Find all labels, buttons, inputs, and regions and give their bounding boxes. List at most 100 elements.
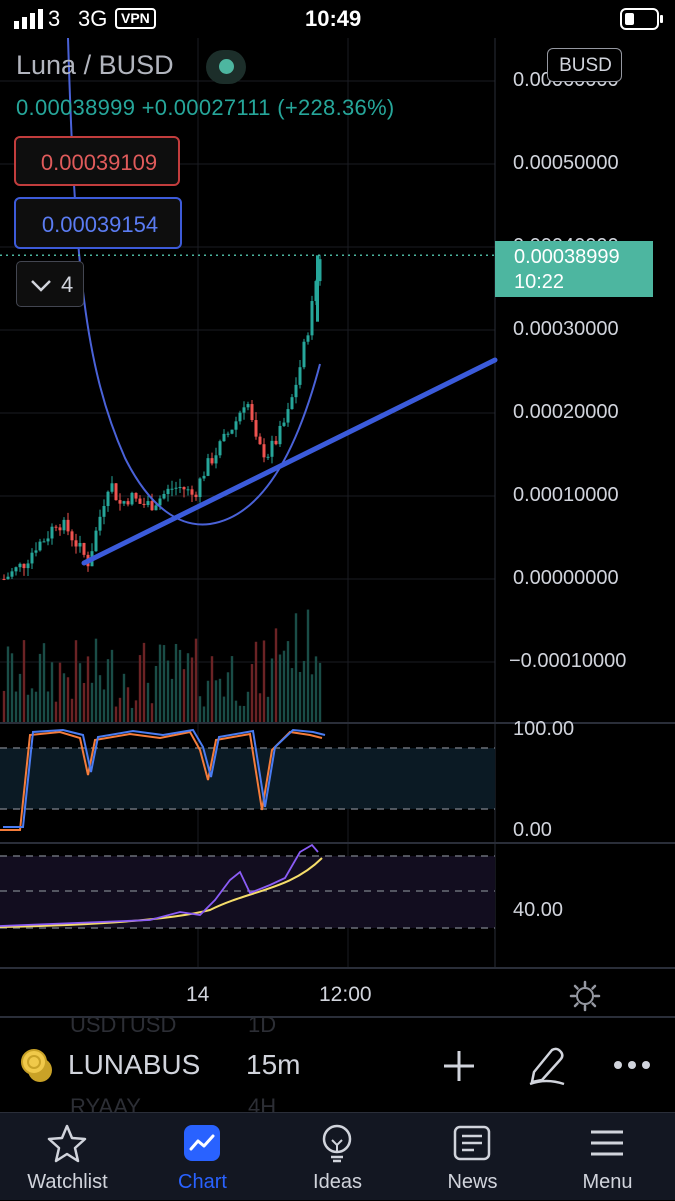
- interval-button[interactable]: 15m: [246, 1049, 301, 1080]
- indicators-toggle-button[interactable]: 4: [16, 261, 84, 307]
- drawing-pen-icon[interactable]: [526, 1044, 568, 1086]
- stoch-k-line: [3, 728, 326, 828]
- volume-bar: [166, 660, 170, 723]
- volume-bar: [210, 656, 214, 723]
- candle-body: [158, 498, 162, 506]
- volume-bar: [218, 678, 222, 723]
- chevron-down-icon: [31, 280, 51, 292]
- price-axis-label: 0.00010000: [513, 484, 619, 506]
- symbol-title[interactable]: Luna / BUSD: [16, 50, 174, 80]
- candle-body: [58, 527, 62, 531]
- tab-label: Menu: [582, 1171, 633, 1193]
- candle-body: [126, 501, 130, 505]
- plus-icon[interactable]: [441, 1048, 477, 1084]
- volume-bar: [202, 706, 206, 723]
- volume-bar: [54, 701, 58, 723]
- volume-bar: [294, 613, 298, 723]
- more-icon[interactable]: [612, 1058, 652, 1072]
- stoch-axis-bottom: 0.00: [513, 819, 552, 841]
- volume-bar: [274, 628, 278, 723]
- time-axis-label: 12:00: [319, 983, 372, 1006]
- volume-bar: [26, 694, 30, 723]
- rsi-ma-line: [0, 857, 323, 928]
- candle-body: [2, 579, 6, 580]
- volume-bar: [134, 700, 138, 723]
- tab-label: Watchlist: [27, 1171, 108, 1193]
- tab-ideas[interactable]: Ideas: [270, 1113, 405, 1201]
- volume-bar: [70, 698, 74, 723]
- candle-body: [170, 488, 174, 490]
- price-axis-label: 0.00050000: [513, 152, 619, 174]
- vpn-badge: VPN: [115, 8, 156, 29]
- price-axis-label: 0.00030000: [513, 318, 619, 340]
- candle-body: [102, 506, 106, 517]
- volume-bar: [126, 687, 130, 723]
- candle-body: [18, 563, 22, 568]
- volume-bar: [62, 673, 66, 723]
- candle-body: [166, 488, 170, 495]
- candle-body: [222, 433, 226, 442]
- volume-bar: [182, 669, 186, 723]
- candle-body: [266, 456, 270, 458]
- candle-body: [182, 487, 186, 490]
- carrier-label: 3: [48, 6, 61, 31]
- volume-bar: [2, 690, 6, 723]
- volume-bar: [18, 673, 22, 723]
- volume-bar: [262, 640, 266, 723]
- buy-button[interactable]: 0.00039154: [14, 197, 182, 249]
- volume-bar: [206, 680, 210, 723]
- tab-watchlist[interactable]: Watchlist: [0, 1113, 135, 1201]
- stoch-band: [0, 748, 495, 809]
- candle-body: [278, 425, 282, 445]
- stochastic-pane: [0, 728, 495, 831]
- time-axis-label: 14: [186, 983, 210, 1006]
- tab-chart[interactable]: Chart: [135, 1113, 270, 1201]
- sell-button[interactable]: 0.00039109: [14, 136, 180, 186]
- news-icon: [453, 1125, 491, 1161]
- volume-bars: [2, 609, 322, 723]
- candle-body: [246, 404, 250, 408]
- volume-bar: [270, 658, 274, 723]
- candle-body: [146, 501, 150, 506]
- lightbulb-icon: [322, 1124, 352, 1163]
- candle-body: [294, 384, 298, 398]
- volume-bar: [106, 659, 110, 723]
- candle-body: [310, 301, 314, 336]
- candle-body: [254, 420, 258, 437]
- volume-bar: [50, 662, 54, 723]
- candle-body: [122, 501, 126, 504]
- volume-bar: [278, 654, 282, 723]
- candle-body: [74, 540, 78, 547]
- candle-body: [34, 550, 38, 553]
- volume-bar: [146, 682, 150, 723]
- chart-settings-gear-icon[interactable]: [569, 980, 601, 1012]
- market-status-indicator[interactable]: [206, 50, 246, 84]
- symbol-search-button[interactable]: LUNABUS: [68, 1049, 201, 1080]
- volume-bar: [102, 689, 106, 723]
- volume-bar: [114, 706, 118, 723]
- candle-body: [110, 483, 114, 492]
- last-price-axis-value: 0.00038999: [514, 246, 620, 268]
- moving-average-line: [67, 38, 321, 526]
- chart-icon: [184, 1125, 220, 1161]
- volume-bar: [38, 653, 42, 723]
- volume-bar: [10, 653, 14, 723]
- volume-bar: [158, 644, 162, 723]
- volume-bar: [194, 638, 198, 723]
- volume-bar: [186, 653, 190, 723]
- currency-button[interactable]: BUSD: [547, 48, 622, 82]
- star-icon: [47, 1124, 87, 1163]
- candle-body: [6, 576, 10, 580]
- rsi-line: [0, 843, 319, 927]
- candle-body: [26, 563, 30, 569]
- volume-bar: [222, 696, 226, 723]
- candle-body: [66, 519, 70, 532]
- chart-canvas[interactable]: [0, 38, 675, 1018]
- volume-bar: [246, 691, 250, 723]
- tab-menu[interactable]: Menu: [540, 1113, 675, 1201]
- candle-body: [238, 412, 242, 422]
- candle-body: [198, 478, 202, 498]
- volume-bar: [286, 641, 290, 723]
- tab-news[interactable]: News: [405, 1113, 540, 1201]
- volume-bar: [58, 662, 62, 723]
